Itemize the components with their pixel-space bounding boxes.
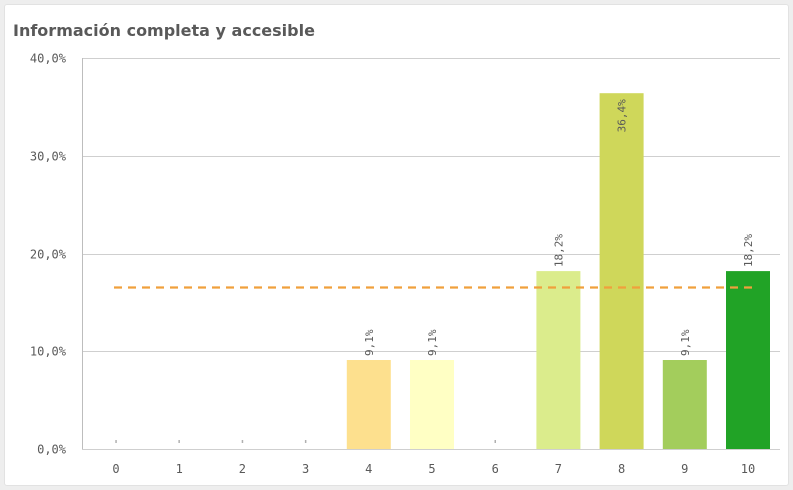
- data-label: 9,1%: [426, 329, 439, 356]
- data-label: 9,1%: [363, 329, 376, 356]
- bar: [726, 271, 770, 449]
- data-label: 36,4%: [616, 99, 629, 132]
- x-tick-label: 5: [428, 462, 435, 476]
- x-tick-label: 2: [239, 462, 246, 476]
- y-tick-label: 10,0%: [30, 345, 67, 359]
- y-tick-label: 30,0%: [30, 150, 67, 164]
- zero-bar-marker: [241, 440, 244, 443]
- x-tick-label: 0: [112, 462, 119, 476]
- zero-bar-marker: [115, 440, 117, 443]
- bar: [410, 360, 454, 449]
- x-tick-label: 10: [741, 462, 755, 476]
- y-tick-label: 0,0%: [37, 443, 67, 457]
- zero-bar-marker: [494, 440, 496, 443]
- data-label: 9,1%: [679, 329, 692, 356]
- x-tick-label: 4: [365, 462, 372, 476]
- chart-card: Información completa y accesible: [4, 4, 789, 486]
- bar: [346, 360, 391, 449]
- x-tick-label: 8: [618, 462, 625, 476]
- data-label: 18,2%: [552, 234, 565, 267]
- x-tick-label: 3: [302, 462, 309, 476]
- bar: [536, 271, 581, 449]
- x-tick-label: 9: [681, 462, 688, 476]
- x-tick-label: 1: [176, 462, 183, 476]
- chart-title: Información completa y accesible: [13, 21, 315, 40]
- bar: [662, 360, 707, 449]
- zero-bar-marker: [304, 440, 307, 443]
- bar: [599, 93, 644, 449]
- x-tick-label: 6: [492, 462, 499, 476]
- zero-bar-marker: [178, 440, 180, 443]
- y-tick-label: 20,0%: [30, 248, 67, 262]
- y-tick-label: 40,0%: [30, 52, 67, 66]
- data-label: 18,2%: [742, 234, 755, 267]
- x-tick-label: 7: [555, 462, 562, 476]
